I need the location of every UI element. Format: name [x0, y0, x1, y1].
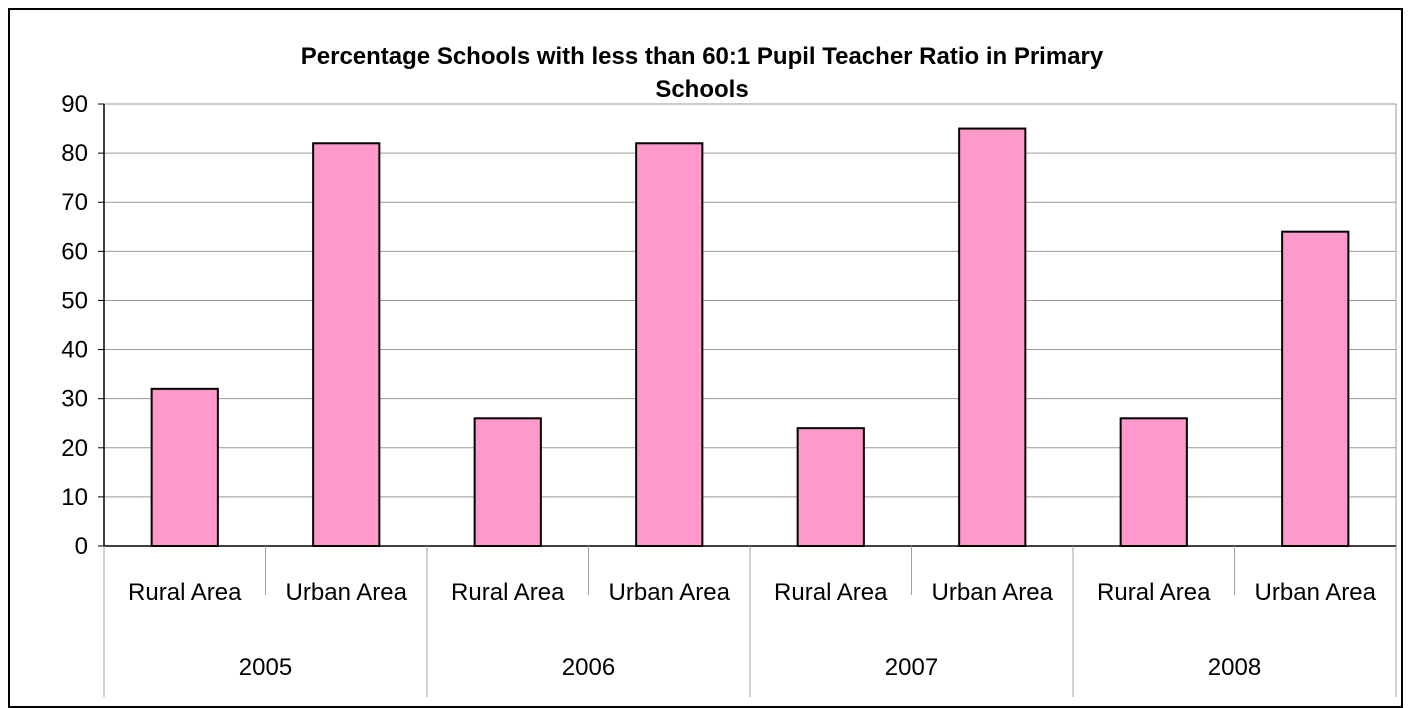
bar	[796, 427, 865, 547]
x-axis-categories: Rural Area Urban Area Rural Area Urban Area…	[128, 579, 1377, 681]
category-label: Urban Area	[286, 579, 408, 606]
category-label: Rural Area	[451, 579, 565, 606]
y-tick-label: 60	[61, 238, 88, 265]
chart-title-line-1: Percentage Schools with less than 60:1 P…	[301, 43, 1104, 70]
category-label: Rural Area	[1097, 579, 1211, 606]
bar	[635, 142, 704, 548]
y-axis-ticks: 0 10 20 30 40 50 60 70 80 90	[61, 91, 88, 560]
chart-frame	[8, 8, 1403, 708]
chart-title: Percentage Schools with less than 60:1 P…	[301, 43, 1104, 103]
gridlines	[103, 103, 1397, 547]
y-tick-label: 30	[61, 386, 88, 413]
y-tick-label: 90	[61, 91, 88, 118]
category-label: Urban Area	[609, 579, 731, 606]
y-tick-label: 80	[61, 140, 88, 167]
group-label: 2008	[1208, 654, 1261, 681]
y-tick-label: 0	[75, 533, 88, 560]
group-label: 2005	[239, 654, 292, 681]
y-tick-label: 20	[61, 435, 88, 462]
y-tick-label: 40	[61, 337, 88, 364]
category-label: Urban Area	[1255, 579, 1377, 606]
plot-area-border	[103, 103, 1397, 547]
chart-title-line-2: Schools	[655, 76, 748, 103]
group-label: 2006	[562, 654, 615, 681]
axes	[98, 103, 1397, 697]
y-tick-label: 70	[61, 189, 88, 216]
group-label: 2007	[885, 654, 938, 681]
bars	[150, 127, 1350, 548]
bar	[473, 417, 542, 547]
category-label: Rural Area	[774, 579, 888, 606]
bar	[1281, 230, 1350, 547]
bar	[150, 387, 219, 547]
y-tick-label: 50	[61, 287, 88, 314]
category-label: Rural Area	[128, 579, 242, 606]
y-tick-label: 10	[61, 484, 88, 511]
bar	[312, 142, 381, 548]
category-label: Urban Area	[932, 579, 1054, 606]
bar	[1119, 417, 1188, 547]
bar	[958, 127, 1027, 548]
